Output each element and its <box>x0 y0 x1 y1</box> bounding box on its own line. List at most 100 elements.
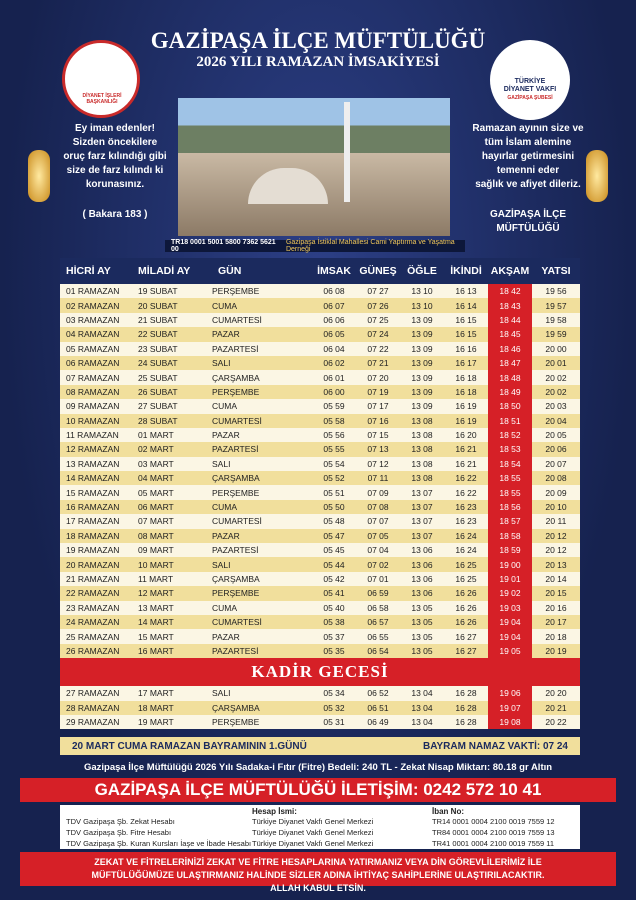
header-cell: HİCRİ AY <box>66 265 111 277</box>
right-logo-line: GAZİPAŞA ŞUBESİ <box>507 95 553 101</box>
table-cell: 07 01 <box>367 574 389 584</box>
table-cell: CUMA <box>212 300 238 311</box>
account-cell: TR84 0001 0004 2100 0019 7559 13 <box>432 828 555 837</box>
table-cell: ÇARŞAMBA <box>212 702 260 713</box>
verse-source: ( Bakara 183 ) <box>82 209 148 220</box>
table-cell: 22 RAMAZAN <box>66 588 120 599</box>
table-cell: 20 03 <box>545 401 567 412</box>
account-cell: Türkiye Diyanet Vakfı Genel Merkezi <box>252 828 374 837</box>
table-cell: 07 17 <box>367 401 389 412</box>
table-cell: 13 05 <box>411 617 433 628</box>
table-cell: 06 54 <box>367 645 389 656</box>
table-cell: 28 SUBAT <box>138 415 178 426</box>
table-cell: 07 11 <box>367 473 389 484</box>
table-cell: PERŞEMBE <box>212 717 260 728</box>
table-cell: 24 RAMAZAN <box>66 617 120 628</box>
table-cell: 17 RAMAZAN <box>66 516 120 527</box>
table-cell: 05 31 <box>323 717 345 728</box>
table-cell: 06 59 <box>367 588 389 599</box>
table-cell: 16 19 <box>455 415 477 426</box>
header-cell: GÜN <box>218 265 242 277</box>
table-cell: 20 02 <box>545 372 567 383</box>
table-cell: 18 44 <box>488 312 532 328</box>
table-cell: 05 41 <box>323 588 345 599</box>
table-cell: 06 55 <box>367 631 389 642</box>
table-cell: 08 RAMAZAN <box>66 386 120 397</box>
table-cell: 06 49 <box>367 717 389 728</box>
table-cell: 18 42 <box>488 284 532 299</box>
table-cell: 13 04 <box>411 688 433 699</box>
table-cell: 18 43 <box>488 298 532 313</box>
table-cell: 16 25 <box>455 574 477 584</box>
table-cell: 20 05 <box>545 430 567 441</box>
table-cell: 20 12 <box>545 545 567 556</box>
message: Ramazan ayının size ve tüm İslam alemine h… <box>458 122 598 192</box>
table-cell: 19 SUBAT <box>138 286 178 297</box>
table-cell: 12 RAMAZAN <box>66 444 120 455</box>
account-row: TDV Gazipaşa Şb. Fitre Hesabı Türkiye Diy… <box>66 827 574 838</box>
table-cell: 16 20 <box>455 430 477 441</box>
table-cell: 11 RAMAZAN <box>66 430 119 441</box>
table-cell: 20 07 <box>545 458 567 469</box>
table-row: 15 RAMAZAN 05 MART PERŞEMBE 05 51 07 09 13 07… <box>60 485 580 500</box>
table-cell: 16 28 <box>455 702 477 713</box>
table-cell: 19 04 <box>488 614 532 630</box>
table-cell: 13 08 <box>411 473 433 484</box>
left-logo: DİYANET İŞLERİ BAŞKANLIĞI <box>62 40 140 118</box>
table-row: 14 RAMAZAN 04 MART ÇARŞAMBA 05 52 07 11 13 08… <box>60 471 580 486</box>
table-cell: 05 34 <box>323 688 345 699</box>
table-row: 03 RAMAZAN 21 SUBAT CUMARTESİ 06 06 07 25 13 … <box>60 312 580 328</box>
table-cell: 18 55 <box>488 471 532 486</box>
table-row: 23 RAMAZAN 13 MART CUMA 05 40 06 58 13 05 16 2… <box>60 600 580 615</box>
table-cell: 18 45 <box>488 327 532 342</box>
table-cell: 21 SUBAT <box>138 314 178 325</box>
lantern <box>28 150 50 202</box>
accounts-header-cell: Hesap İsmi: <box>252 807 297 816</box>
table-row: 29 RAMAZAN 19 MART PERŞEMBE 05 31 06 49 13 04… <box>60 714 580 730</box>
table-row: 10 RAMAZAN 28 SUBAT CUMARTESİ 05 58 07 16 13 … <box>60 413 580 428</box>
table-cell: CUMA <box>212 602 238 613</box>
bayram-time: BAYRAM NAMAZ VAKTİ: 07 24 <box>422 740 568 752</box>
table-cell: 19 00 <box>488 557 532 572</box>
table-cell: 05 44 <box>323 559 345 570</box>
table-cell: 20 09 <box>545 487 567 498</box>
table-cell: 20 20 <box>545 688 567 699</box>
table-row: 25 RAMAZAN 15 MART PAZAR 05 37 06 55 13 05 16 … <box>60 629 580 644</box>
table-cell: 05 42 <box>323 574 345 584</box>
table-cell: PAZARTESİ <box>212 645 259 656</box>
verse-line: korunasınız. <box>85 179 145 190</box>
table-cell: 19 07 <box>488 700 532 715</box>
donation-strip: TR18 0001 5001 5800 7362 5621 00 Gazipaş… <box>165 239 465 253</box>
table-cell: 20 00 <box>545 343 567 354</box>
account-cell: Türkiye Diyanet Vakfı Genel Merkezi <box>252 817 374 826</box>
table-cell: 16 24 <box>455 530 477 541</box>
header-cell: YATSI <box>541 265 571 277</box>
table-cell: 18 58 <box>488 528 532 544</box>
table-cell: 23 RAMAZAN <box>66 602 120 613</box>
table-cell: 27 SUBAT <box>138 401 178 412</box>
table-cell: 07 26 <box>367 300 389 311</box>
account-cell: TDV Gazipaşa Şb. Zekat Hesabı <box>66 817 175 826</box>
table-cell: 18 53 <box>488 442 532 457</box>
table-cell: 13 05 <box>411 631 433 642</box>
table-cell: 28 RAMAZAN <box>66 702 120 713</box>
table-cell: 26 SUBAT <box>138 386 178 397</box>
table-cell: 13 RAMAZAN <box>66 458 120 469</box>
table-cell: 16 MART <box>138 645 174 656</box>
table-cell: 13 08 <box>411 458 433 469</box>
table-cell: 20 18 <box>545 631 567 642</box>
table-cell: 05 54 <box>323 458 345 469</box>
right-logo-line: DİYANET VAKFI <box>503 86 557 93</box>
table-cell: PERŞEMBE <box>212 286 260 297</box>
header-cell: ÖĞLE <box>407 265 437 277</box>
table-cell: PAZARTESİ <box>212 343 259 354</box>
table-cell: 05 55 <box>323 444 345 455</box>
account-cell: Türkiye Diyanet Vakfı Genel Merkezi <box>252 839 374 848</box>
message-line: temenni eder <box>496 165 560 176</box>
table-cell: 16 18 <box>455 386 477 397</box>
table-cell: 13 09 <box>411 386 433 397</box>
table-cell: 21 RAMAZAN <box>66 574 120 584</box>
table-cell: 07 22 <box>367 343 389 354</box>
table-cell: 13 05 <box>411 602 433 613</box>
table-cell: 20 02 <box>545 386 567 397</box>
